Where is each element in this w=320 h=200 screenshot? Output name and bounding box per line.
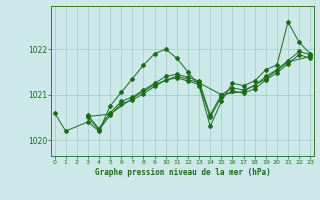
X-axis label: Graphe pression niveau de la mer (hPa): Graphe pression niveau de la mer (hPa) [94,168,270,177]
